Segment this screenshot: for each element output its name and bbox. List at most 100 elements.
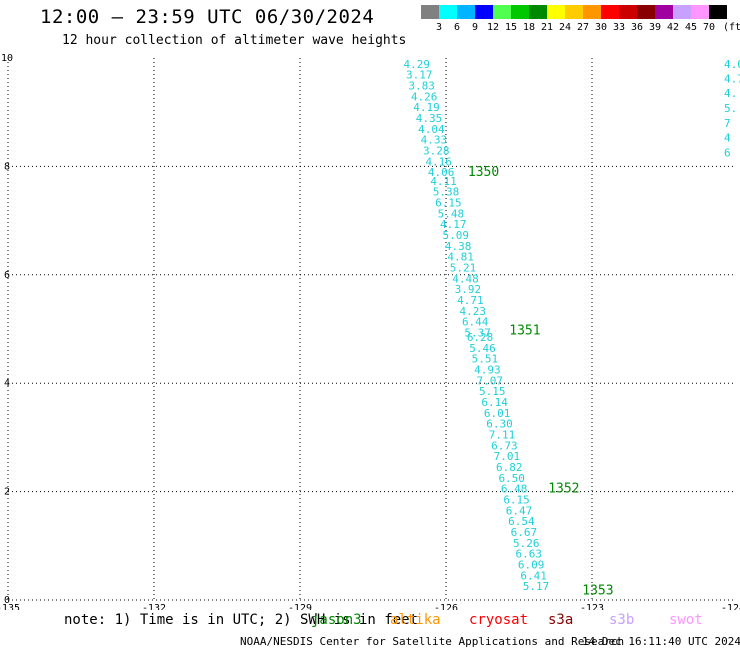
swh-value: 6.14 — [481, 396, 508, 409]
legend-label: 27 — [576, 22, 590, 33]
swh-value: 4.48 — [452, 272, 479, 285]
swh-value: 5.51 — [472, 353, 499, 366]
swh-value: 4.93 — [474, 363, 501, 376]
swh-value: 6.15 — [503, 494, 530, 507]
satellite-label-swot: swot — [669, 612, 703, 628]
map-title: 12:00 – 23:59 UTC 06/30/2024 — [40, 6, 375, 28]
swh-value: 5.46 — [469, 342, 496, 355]
swh-value: 7.07 — [477, 374, 504, 387]
swh-value: 3.83 — [408, 79, 435, 92]
swh-value: 4.26 — [411, 90, 438, 103]
swh-value: 4. — [724, 87, 737, 100]
swh-value: 6.44 — [462, 316, 489, 329]
legend-swatch — [529, 5, 547, 19]
credit-text: NOAA/NESDIS Center for Satellite Applica… — [240, 635, 625, 648]
legend-label: 6 — [453, 22, 461, 33]
wave-height-map: -135-132-129-126-123-12402468104.293.173… — [0, 53, 740, 610]
swh-value: 5.09 — [442, 229, 469, 242]
swh-value: 4.33 — [421, 134, 448, 147]
swh-value: 6.63 — [515, 548, 542, 561]
legend-swatch — [601, 5, 619, 19]
legend-label: 21 — [540, 22, 554, 33]
swh-value: 4.71 — [457, 294, 484, 307]
swh-value: 5.17 — [523, 580, 550, 593]
swh-value: 6.50 — [498, 472, 525, 485]
x-tick-label: -126 — [434, 603, 458, 610]
swh-value: 6.48 — [501, 483, 528, 496]
swh-value: 5. — [724, 102, 737, 115]
legend-unit: (ft) — [722, 22, 740, 33]
satellite-label-altika: altika — [390, 612, 441, 628]
swh-value: 4.38 — [445, 240, 472, 253]
swh-value: 6 — [724, 147, 731, 160]
legend-label: 12 — [486, 22, 500, 33]
legend-swatch — [655, 5, 673, 19]
swh-value: 7.01 — [494, 450, 521, 463]
orbit-number: 1351 — [509, 323, 540, 338]
swh-value: 6.15 — [435, 197, 462, 210]
legend-swatch — [547, 5, 565, 19]
legend-swatch — [619, 5, 637, 19]
y-tick-label: 0 — [4, 595, 10, 606]
swh-value: 7.11 — [489, 428, 516, 441]
footer-legend-row: note: 1) Time is in UTC; 2) SWH is in fe… — [0, 612, 740, 632]
swh-value: 4.06 — [428, 166, 455, 179]
swh-value: 6.67 — [511, 526, 538, 539]
legend-label: 42 — [666, 22, 680, 33]
swh-value: 6.73 — [491, 439, 518, 452]
swh-value: 3.92 — [455, 283, 482, 296]
y-tick-label: 6 — [4, 270, 10, 281]
swh-value: 4.7 — [724, 72, 740, 85]
satellite-label-jason3: jason3 — [311, 612, 362, 628]
swh-value: 4.29 — [404, 58, 431, 71]
legend-label: 36 — [630, 22, 644, 33]
y-tick-label: 4 — [4, 378, 10, 389]
swh-value: 4.23 — [460, 305, 487, 318]
legend-label: 33 — [612, 22, 626, 33]
swh-value: 4.19 — [413, 101, 440, 114]
x-tick-label: -135 — [0, 603, 20, 610]
x-tick-label: -123 — [580, 603, 604, 610]
swh-value: 4.17 — [440, 218, 467, 231]
swh-value: 4 — [724, 131, 731, 144]
legend-swatch — [565, 5, 583, 19]
legend-swatch — [421, 5, 439, 19]
legend-label: 45 — [684, 22, 698, 33]
y-tick-label: 10 — [1, 53, 13, 64]
legend-swatch — [673, 5, 691, 19]
swh-value: 4.16 — [425, 155, 452, 168]
swh-value: 6.47 — [506, 504, 533, 517]
orbit-number: 1352 — [548, 482, 579, 497]
swh-value: 4.04 — [418, 123, 445, 136]
swh-value: 5.21 — [450, 262, 477, 275]
legend-label: 3 — [435, 22, 443, 33]
legend-swatch — [691, 5, 709, 19]
satellite-label-s3a: s3a — [548, 612, 574, 628]
swh-value: 6.09 — [518, 559, 545, 572]
timestamp-text: 14 Dec 16:11:40 UTC 2024 — [582, 635, 740, 648]
swh-value: 6.82 — [496, 461, 523, 474]
legend-label: 15 — [504, 22, 518, 33]
swh-value: 4.0 — [724, 58, 740, 71]
swh-value: 5.37 — [464, 327, 491, 340]
swh-value: 5.38 — [433, 186, 460, 199]
legend-swatch — [457, 5, 475, 19]
legend-swatch — [475, 5, 493, 19]
legend-swatch — [637, 5, 655, 19]
legend-label: 70 — [702, 22, 716, 33]
legend-swatch — [511, 5, 529, 19]
swh-value: 3.28 — [423, 144, 450, 157]
legend-swatch — [583, 5, 601, 19]
satellite-label-cryosat: cryosat — [469, 612, 529, 628]
y-tick-label: 8 — [4, 161, 10, 172]
swh-value: 6.54 — [508, 515, 535, 528]
legend-swatch — [493, 5, 511, 19]
satellite-label-s3b: s3b — [609, 612, 635, 628]
note-text: note: 1) Time is in UTC; 2) SWH is in fe… — [64, 612, 419, 628]
swh-value: 6.28 — [467, 331, 494, 344]
orbit-number: 1353 — [582, 584, 613, 599]
swh-value: 6.01 — [484, 407, 511, 420]
swh-value: 5.26 — [513, 537, 540, 550]
legend-label: 30 — [594, 22, 608, 33]
swh-value: 6.41 — [520, 569, 547, 582]
